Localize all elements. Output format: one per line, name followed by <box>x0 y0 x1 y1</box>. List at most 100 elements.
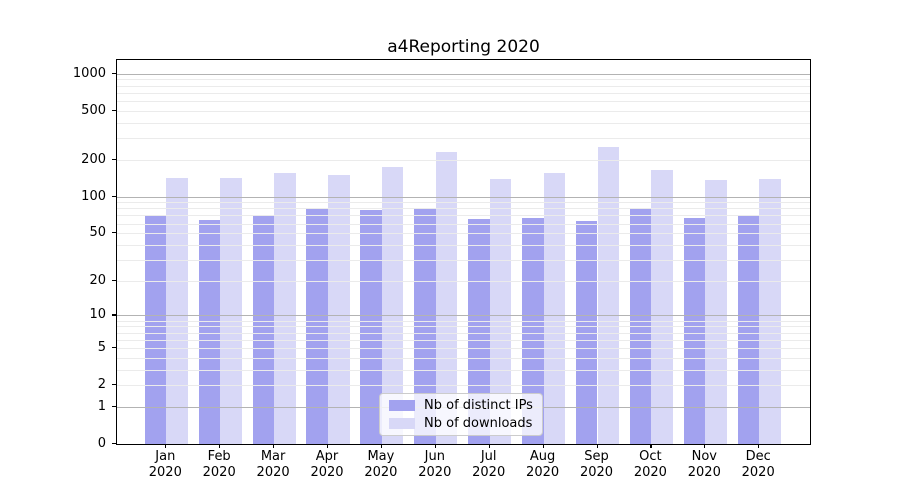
bar-nb-of-distinct-ips-oct <box>629 207 652 444</box>
minor-gridline <box>117 85 810 87</box>
x-tick-month: Jan <box>155 449 176 464</box>
bar-nb-of-distinct-ips-feb <box>198 220 221 444</box>
x-tick-mark <box>165 444 167 448</box>
x-tick-year: 2020 <box>741 465 775 480</box>
x-tick-month: Apr <box>315 449 339 464</box>
bar-nb-of-downloads-may <box>381 166 404 444</box>
bar-nb-of-distinct-ips-apr <box>306 208 328 444</box>
major-gridline <box>117 73 810 75</box>
x-tick-mark <box>596 444 598 448</box>
legend-label: Nb of downloads <box>424 416 533 432</box>
y-tick-mark <box>112 109 116 111</box>
x-tick-month: Jul <box>480 449 497 464</box>
x-tick-year: 2020 <box>687 465 721 480</box>
bar-nb-of-distinct-ips-jan <box>144 215 167 444</box>
x-tick-label-jul: Jul 2020 <box>459 449 519 481</box>
plot-area <box>116 59 811 445</box>
x-tick-month: Mar <box>260 449 286 464</box>
y-tick-mark <box>112 279 116 281</box>
x-tick-month: Jun <box>424 449 445 464</box>
x-tick-mark <box>650 444 652 448</box>
y-tick-mark <box>112 158 116 160</box>
y-tick-mark <box>112 232 116 234</box>
x-tick-year: 2020 <box>472 465 506 480</box>
x-tick-label-mar: Mar 2020 <box>243 449 303 481</box>
x-tick-month: Sep <box>584 449 609 464</box>
x-tick-month: Aug <box>529 449 556 464</box>
x-tick-label-aug: Aug 2020 <box>513 449 573 481</box>
bar-nb-of-distinct-ips-sep <box>575 221 598 444</box>
x-tick-year: 2020 <box>579 465 614 480</box>
x-tick-mark <box>704 444 706 448</box>
x-tick-year: 2020 <box>364 465 398 480</box>
minor-gridline <box>117 100 810 102</box>
x-tick-year: 2020 <box>310 465 344 480</box>
x-tick-mark <box>434 444 436 448</box>
legend: Nb of distinct IPs Nb of downloads <box>379 393 543 436</box>
y-tick-mark <box>112 384 116 386</box>
x-tick-year: 2020 <box>526 465 560 480</box>
x-tick-label-jan: Jan 2020 <box>135 449 195 481</box>
legend-swatch-icon <box>389 399 415 411</box>
bar-nb-of-downloads-aug <box>543 172 566 444</box>
minor-gridline <box>117 110 810 112</box>
bar-nb-of-downloads-dec <box>759 178 781 444</box>
bar-nb-of-downloads-sep <box>597 147 620 444</box>
x-tick-mark <box>758 444 760 448</box>
y-tick-label: 2 <box>97 377 106 393</box>
y-tick-mark <box>112 195 116 197</box>
bar-nb-of-downloads-apr <box>328 175 350 444</box>
x-tick-year: 2020 <box>633 465 667 480</box>
y-tick-mark <box>112 346 116 349</box>
y-tick-label: 20 <box>89 272 106 288</box>
y-tick-label: 0 <box>97 436 106 451</box>
x-tick-year: 2020 <box>148 465 182 480</box>
x-tick-year: 2020 <box>256 465 290 480</box>
x-tick-mark <box>380 444 383 448</box>
y-tick-label: 100 <box>81 188 106 204</box>
minor-gridline <box>117 79 810 81</box>
bar-nb-of-distinct-ips-nov <box>683 217 706 444</box>
minor-gridline <box>117 159 810 161</box>
x-tick-year: 2020 <box>202 465 236 480</box>
x-tick-month: Feb <box>207 449 231 464</box>
bar-nb-of-downloads-nov <box>705 179 727 444</box>
y-tick-mark <box>112 314 116 316</box>
bar-nb-of-downloads-jun <box>435 152 458 444</box>
bar-nb-of-distinct-ips-aug <box>522 217 544 444</box>
x-tick-label-nov: Nov 2020 <box>674 449 734 481</box>
x-tick-mark <box>273 444 275 448</box>
x-tick-label-apr: Apr 2020 <box>297 449 357 481</box>
bar-nb-of-downloads-mar <box>274 172 296 444</box>
bar-nb-of-downloads-oct <box>651 170 673 444</box>
bar-nb-of-distinct-ips-jul <box>468 219 490 444</box>
x-tick-mark <box>542 444 544 448</box>
x-tick-mark <box>219 444 221 448</box>
x-tick-month: May <box>367 449 395 464</box>
legend-label: Nb of distinct IPs <box>424 397 533 413</box>
bar-nb-of-distinct-ips-mar <box>252 216 275 444</box>
x-tick-mark <box>488 444 490 448</box>
legend-item: Nb of distinct IPs <box>380 398 542 413</box>
bar-nb-of-downloads-feb <box>220 178 242 444</box>
bar-nb-of-downloads-jan <box>166 177 188 444</box>
x-tick-label-oct: Oct 2020 <box>620 449 680 481</box>
x-tick-label-may: May 2020 <box>351 449 411 481</box>
x-tick-month: Dec <box>745 449 771 464</box>
y-tick-label: 500 <box>81 102 106 118</box>
y-tick-mark <box>112 443 116 445</box>
y-tick-label: 50 <box>89 225 106 241</box>
y-tick-label: 5 <box>97 339 106 355</box>
y-tick-mark <box>112 405 116 408</box>
y-tick-label: 200 <box>81 151 106 167</box>
minor-gridline <box>117 122 810 124</box>
x-tick-label-sep: Sep 2020 <box>567 449 627 481</box>
y-tick-mark <box>112 72 116 74</box>
legend-swatch-icon <box>389 418 415 430</box>
x-tick-mark <box>327 444 329 448</box>
y-tick-label: 1000 <box>72 65 106 81</box>
x-tick-label-jun: Jun 2020 <box>405 449 465 481</box>
x-tick-label-dec: Dec 2020 <box>728 449 788 481</box>
legend-item: Nb of downloads <box>380 416 542 431</box>
